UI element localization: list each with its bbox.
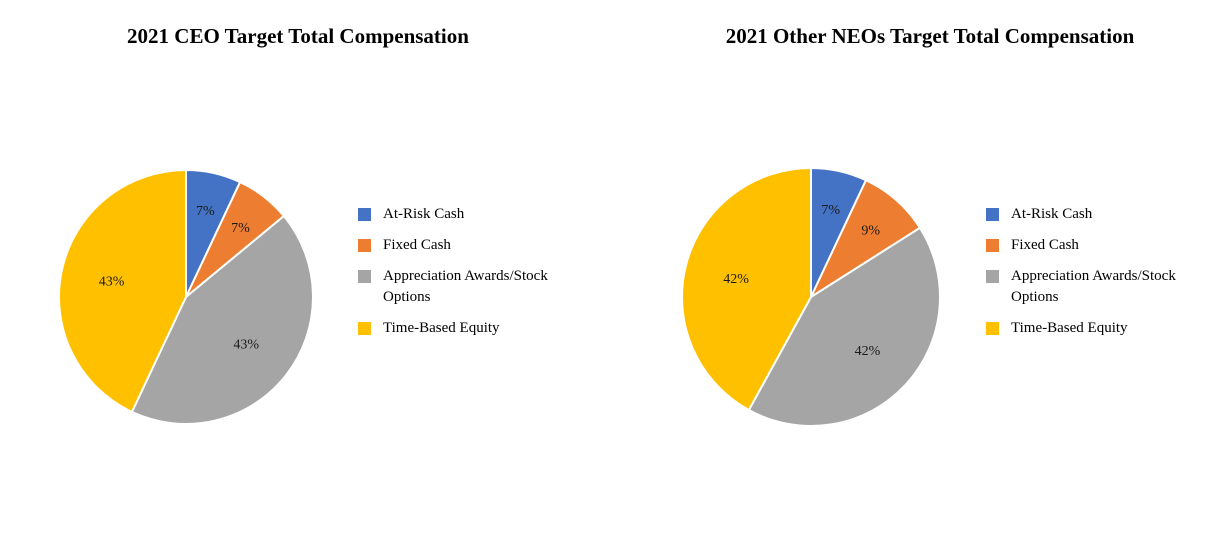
ceo-pie-chart: 7% 7% 43% 43% [58, 168, 314, 425]
legend-swatch [358, 270, 371, 283]
neo-pie-chart: 7% 9% 42% 42% [681, 166, 941, 427]
legend-label: Appreciation Awards/Stock Options [383, 268, 548, 305]
legend-swatch [986, 270, 999, 283]
ceo-legend: At-Risk Cash Fixed Cash Appreciation Awa… [358, 204, 593, 349]
legend-item-appreciation-awards: Appreciation Awards/Stock Options [358, 266, 593, 308]
pie-data-label: 7% [821, 203, 840, 218]
pie-data-label: 42% [723, 272, 749, 287]
legend-item-appreciation-awards: Appreciation Awards/Stock Options [986, 266, 1221, 308]
chart-title: 2021 CEO Target Total Compensation [127, 24, 469, 48]
neo-legend: At-Risk Cash Fixed Cash Appreciation Awa… [986, 204, 1221, 349]
legend-label: Appreciation Awards/Stock Options [1011, 268, 1176, 305]
legend-item-time-based-equity: Time-Based Equity [358, 318, 593, 339]
pie-data-label: 7% [231, 221, 250, 236]
pie-data-label: 7% [196, 204, 215, 219]
legend-item-fixed-cash: Fixed Cash [986, 235, 1221, 256]
pie-slice-time-based-equity [58, 168, 187, 414]
pie-data-label: 43% [99, 274, 125, 289]
legend-label: Fixed Cash [1011, 237, 1079, 253]
pie-slice-appreciation-awards-stock-options [130, 214, 314, 425]
pie-data-label: 9% [861, 223, 880, 238]
legend-swatch [986, 322, 999, 335]
chart-title: 2021 Other NEOs Target Total Compensatio… [725, 24, 1135, 48]
legend-label: Fixed Cash [383, 237, 451, 253]
legend-item-fixed-cash: Fixed Cash [358, 235, 593, 256]
pie-slice-appreciation-awards-stock-options [747, 226, 941, 427]
legend-label: Time-Based Equity [383, 320, 500, 336]
legend-item-at-risk-cash: At-Risk Cash [986, 204, 1221, 225]
legend-swatch [986, 208, 999, 221]
neo-chart-panel: 2021 Other NEOs Target Total Compensatio… [616, 0, 1232, 542]
legend-swatch [358, 239, 371, 252]
legend-label: Time-Based Equity [1011, 320, 1128, 336]
legend-item-time-based-equity: Time-Based Equity [986, 318, 1221, 339]
legend-item-at-risk-cash: At-Risk Cash [358, 204, 593, 225]
pie-data-label: 42% [855, 344, 881, 359]
legend-swatch [358, 322, 371, 335]
legend-label: At-Risk Cash [383, 206, 465, 222]
legend-swatch [358, 208, 371, 221]
pie-slice-time-based-equity [681, 166, 812, 412]
legend-swatch [986, 239, 999, 252]
ceo-chart-panel: 2021 CEO Target Total Compensation 7% 7% 4… [58, 24, 593, 425]
legend-label: At-Risk Cash [1011, 206, 1093, 222]
pie-data-label: 43% [233, 338, 259, 353]
